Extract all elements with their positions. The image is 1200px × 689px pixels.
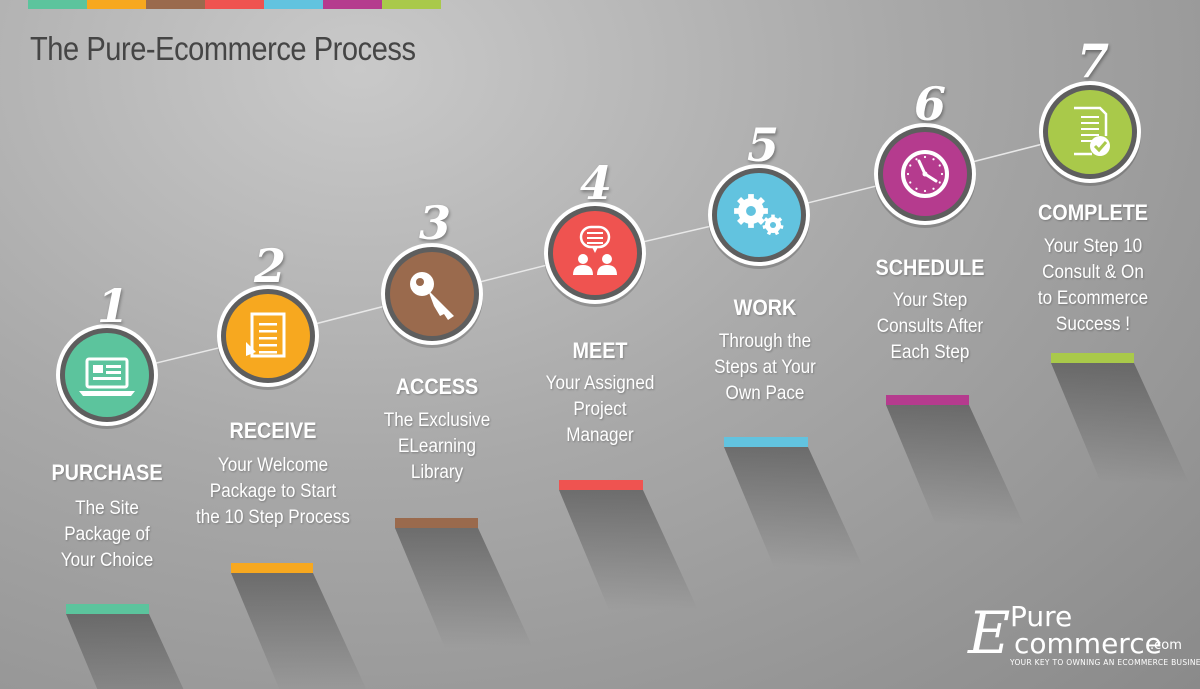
step-description-line: Your Assigned — [545, 373, 655, 394]
step-bar — [559, 480, 698, 610]
step-description-line: Package of — [64, 524, 150, 545]
step-heading: SCHEDULE — [875, 255, 985, 280]
step-description-line: Library — [410, 462, 464, 483]
step-heading: RECEIVE — [229, 418, 317, 443]
meeting-icon — [573, 225, 617, 275]
step-number: 7 — [1076, 34, 1109, 88]
step-number: 5 — [746, 118, 779, 172]
step-description-line: Consult & On — [1042, 262, 1144, 283]
step-description: Through the Steps at Your Own Pace — [684, 329, 846, 407]
step-description: The Exclusive ELearning Library — [356, 408, 518, 486]
clock-icon — [901, 150, 949, 198]
step-badge — [1039, 81, 1141, 186]
logo-pure-text: Pure — [1010, 600, 1073, 633]
step-bar — [395, 518, 533, 648]
bar-ledge — [559, 480, 643, 490]
step-description-line: Success ! — [1055, 314, 1131, 335]
bar-ledge — [724, 437, 808, 447]
step-description-line: Steps at Your — [714, 357, 816, 378]
bar-ledge — [66, 604, 149, 614]
bar-shadow — [1051, 363, 1189, 483]
bar-ledge — [1051, 353, 1134, 363]
step-heading: PURCHASE — [51, 460, 163, 485]
step-description-line: Through the — [718, 331, 812, 352]
step-description-line: Manager — [566, 425, 634, 446]
step-description-line: The Exclusive — [383, 410, 491, 431]
document-icon — [246, 312, 286, 358]
checklist-icon — [1074, 106, 1110, 156]
step-description: Your Assigned Project Manager — [519, 371, 681, 449]
step-bar — [231, 563, 367, 689]
step-heading: WORK — [733, 295, 797, 320]
step-badge — [708, 164, 810, 269]
step-description: Your Welcome Package to Start the 10 Step … — [192, 453, 354, 531]
step-description: Your Step Consults After Each Step — [849, 288, 1011, 366]
brand-logo: Pure E commerce .com YOUR KEY TO OWNING … — [968, 599, 1200, 670]
step-heading: MEET — [572, 338, 628, 363]
step-description-line: the 10 Step Process — [195, 507, 350, 528]
strip-segment — [146, 0, 205, 9]
step-number: 1 — [96, 279, 129, 333]
step-description: Your Step 10 Consult & On to Ecommerce Succ… — [1012, 234, 1174, 338]
gears-icon — [734, 194, 784, 236]
step-bar — [1051, 353, 1189, 483]
bar-shadow — [724, 447, 863, 567]
step-description-line: ELearning — [398, 436, 476, 457]
step-badge — [56, 324, 158, 429]
step-bar — [886, 395, 1024, 525]
step-description-line: Your Welcome — [217, 455, 329, 476]
page-title: The Pure-Ecommerce Process — [30, 30, 416, 67]
strip-segment — [323, 0, 382, 9]
step-badge — [217, 285, 319, 390]
step-description-line: Each Step — [890, 342, 970, 363]
step-number: 4 — [579, 156, 612, 210]
step-description-line: Your Step — [892, 290, 968, 311]
step-badge — [381, 243, 483, 348]
step-description-line: Package to Start — [209, 481, 337, 502]
strip-segment — [87, 0, 146, 9]
logo-com-text: .com — [1150, 638, 1182, 653]
step-description-line: Your Step 10 — [1043, 236, 1143, 257]
step-number: 2 — [253, 239, 286, 293]
bar-shadow — [559, 490, 698, 610]
step-description-line: to Ecommerce — [1037, 288, 1149, 309]
color-strip — [28, 0, 441, 9]
logo-tagline: YOUR KEY TO OWNING AN ECOMMERCE BUSINESS — [1010, 658, 1200, 667]
strip-segment — [264, 0, 323, 9]
key-icon — [410, 272, 454, 320]
step-description-line: The Site — [75, 498, 139, 519]
step-description: The Site Package of Your Choice — [26, 496, 188, 574]
step-badge — [874, 123, 976, 228]
bar-shadow — [886, 405, 1024, 525]
step-description-line: Own Pace — [725, 383, 805, 404]
logo-e-letter: E — [968, 599, 1011, 667]
step-bar — [66, 604, 184, 689]
bar-shadow — [231, 573, 367, 689]
step-bar — [724, 437, 863, 567]
bar-shadow — [66, 614, 184, 689]
step-heading: ACCESS — [395, 374, 479, 399]
step-description-line: Your Choice — [60, 550, 154, 571]
bar-shadow — [395, 528, 533, 648]
strip-segment — [382, 0, 441, 9]
bar-ledge — [886, 395, 969, 405]
step-badge — [544, 202, 646, 307]
strip-segment — [28, 0, 87, 9]
bar-ledge — [231, 563, 313, 573]
step-heading: COMPLETE — [1037, 200, 1148, 225]
laptop-icon — [79, 357, 135, 396]
step-number: 3 — [418, 196, 451, 250]
strip-segment — [205, 0, 264, 9]
step-description-line: Consults After — [876, 316, 984, 337]
bar-ledge — [395, 518, 478, 528]
step-number: 6 — [913, 77, 946, 131]
logo-commerce-text: commerce — [1014, 627, 1162, 660]
step-description-line: Project — [573, 399, 627, 420]
